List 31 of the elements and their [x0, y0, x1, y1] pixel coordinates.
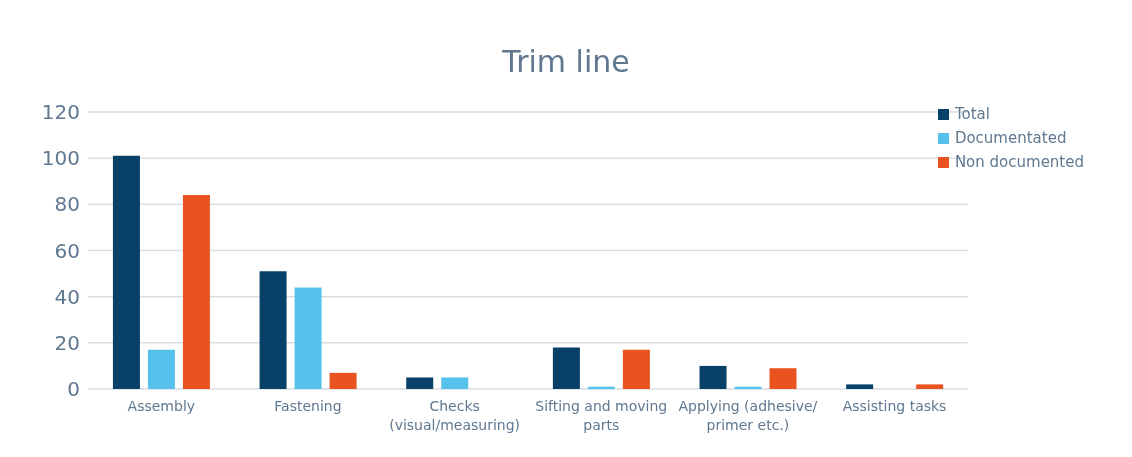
bar	[441, 377, 469, 389]
x-tick-label: Checks (visual/measuring)	[389, 398, 521, 433]
x-tick-label: Applying (adhesive/ primer etc.)	[678, 398, 818, 433]
y-tick-label: 0	[67, 377, 80, 402]
bar	[916, 384, 944, 389]
y-tick-label: 40	[54, 284, 80, 309]
x-tick-label: Assembly	[127, 398, 196, 414]
y-tick-label: 60	[54, 238, 80, 263]
bar	[259, 271, 287, 389]
chart-title: Trim line	[501, 43, 631, 81]
legend-label: Total	[954, 104, 990, 125]
bar	[329, 372, 357, 389]
bar	[846, 384, 874, 389]
bar	[769, 368, 797, 389]
bar	[182, 195, 210, 389]
legend-label: Non documented	[954, 152, 1084, 173]
bar	[552, 347, 580, 389]
bar	[147, 349, 175, 389]
bar	[622, 349, 650, 389]
bar	[112, 155, 140, 389]
bar	[294, 287, 322, 389]
y-tick-label: 80	[54, 192, 80, 217]
x-tick-label: Sifting and moving parts	[535, 398, 668, 433]
y-tick-label: 120	[41, 100, 80, 125]
bar	[699, 365, 727, 389]
y-tick-label: 100	[41, 146, 80, 171]
legend-label: Documentated	[954, 128, 1067, 149]
x-tick-label: Assisting tasks	[842, 398, 947, 414]
y-tick-label: 20	[54, 330, 80, 355]
x-tick-label: Fastening	[274, 398, 342, 414]
bar	[406, 377, 434, 389]
